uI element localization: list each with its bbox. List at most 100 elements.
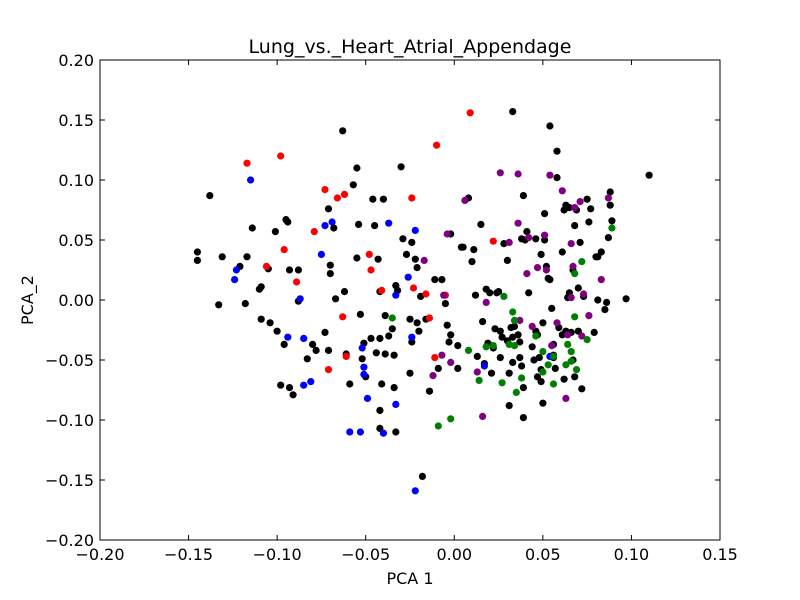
data-point: [482, 298, 490, 306]
data-point: [583, 195, 591, 203]
data-point: [601, 306, 609, 314]
data-point: [434, 422, 442, 430]
data-point: [567, 357, 575, 365]
data-point: [330, 224, 338, 232]
data-point: [576, 238, 584, 246]
data-point: [546, 171, 554, 179]
data-point: [193, 256, 201, 264]
data-point: [580, 290, 588, 298]
data-point: [372, 349, 380, 357]
data-point: [509, 333, 517, 341]
data-point: [571, 204, 579, 212]
data-point: [376, 334, 384, 342]
data-point: [257, 283, 265, 291]
data-point: [415, 327, 423, 335]
data-point: [363, 394, 372, 402]
y-tick-label: −0.20: [45, 531, 94, 550]
data-point: [346, 380, 354, 388]
data-point: [243, 253, 251, 261]
data-point: [512, 388, 520, 396]
data-point: [587, 205, 595, 213]
data-point: [413, 264, 421, 272]
data-point: [560, 375, 568, 383]
data-point: [310, 228, 318, 236]
data-point: [541, 231, 549, 239]
data-point: [479, 412, 487, 420]
data-point: [307, 378, 315, 386]
data-point: [443, 321, 451, 329]
data-point: [312, 346, 320, 354]
data-point: [353, 254, 361, 262]
data-point: [447, 415, 455, 423]
x-tick-label: −0.05: [341, 545, 390, 564]
data-point: [358, 344, 366, 352]
data-point: [479, 318, 487, 326]
data-point: [413, 319, 421, 327]
data-point: [608, 217, 616, 225]
data-point: [317, 250, 325, 258]
data-point: [604, 194, 613, 202]
data-point: [645, 171, 653, 179]
data-point: [218, 253, 226, 261]
data-point: [549, 352, 558, 360]
data-point: [468, 258, 476, 266]
data-point: [371, 222, 379, 230]
data-point: [369, 195, 377, 203]
data-point: [360, 363, 368, 371]
data-point: [603, 298, 611, 306]
data-point: [277, 381, 285, 389]
data-point: [569, 262, 577, 270]
data-point: [562, 361, 570, 369]
data-point: [525, 234, 533, 242]
data-point: [519, 384, 528, 392]
data-point: [519, 192, 528, 200]
data-point: [438, 351, 446, 359]
data-point: [392, 400, 400, 408]
data-point: [411, 487, 419, 495]
data-point: [461, 196, 469, 204]
data-point: [518, 362, 526, 370]
data-point: [434, 364, 442, 372]
data-point: [606, 201, 614, 209]
data-point: [356, 428, 364, 436]
data-point: [539, 399, 547, 407]
data-point: [303, 355, 311, 363]
data-point: [537, 250, 545, 258]
data-point: [464, 346, 473, 354]
data-point: [498, 333, 506, 341]
y-tick-label: 0.10: [58, 171, 94, 190]
data-point: [470, 246, 478, 254]
data-point: [564, 340, 572, 348]
data-point: [296, 295, 304, 303]
data-point: [447, 331, 455, 339]
data-point: [539, 319, 547, 327]
data-point: [353, 164, 361, 172]
x-tick-label: 0.10: [614, 545, 650, 564]
data-point: [333, 194, 341, 202]
data-point: [399, 235, 407, 243]
x-tick-label: 0.00: [436, 545, 472, 564]
data-point: [489, 237, 497, 245]
data-point: [425, 387, 434, 395]
data-point: [509, 358, 517, 366]
data-point: [289, 391, 297, 399]
data-point: [241, 300, 249, 308]
data-point: [379, 195, 387, 203]
data-point: [514, 219, 522, 227]
data-point: [374, 255, 382, 263]
data-point: [321, 186, 329, 194]
data-point: [206, 192, 214, 200]
data-point: [535, 354, 543, 362]
data-point: [326, 270, 334, 278]
data-point: [553, 174, 561, 182]
data-point: [360, 370, 368, 378]
x-tick-label: 0.15: [702, 545, 738, 564]
data-point: [300, 334, 308, 342]
data-point: [388, 314, 396, 322]
ticks-layer: −0.20 −0.15 −0.10 −0.05 0.00 0.05 0.10 0.15 −0.2…: [45, 51, 738, 564]
data-point: [549, 380, 558, 388]
data-point: [498, 379, 506, 387]
data-point: [539, 348, 547, 356]
data-point: [482, 343, 490, 351]
data-point: [505, 402, 513, 410]
